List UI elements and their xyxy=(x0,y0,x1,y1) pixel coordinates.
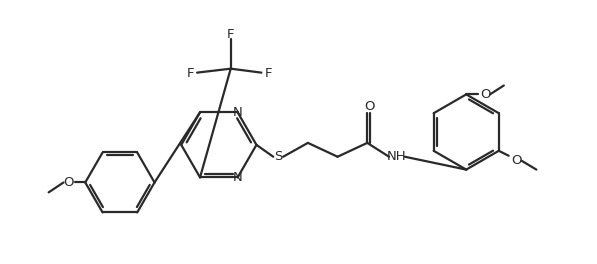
Text: O: O xyxy=(480,88,490,101)
Text: S: S xyxy=(274,150,282,163)
Text: N: N xyxy=(233,106,242,119)
Text: O: O xyxy=(63,176,73,189)
Text: F: F xyxy=(186,67,194,80)
Text: F: F xyxy=(227,27,235,41)
Text: O: O xyxy=(364,100,374,113)
Text: O: O xyxy=(512,154,522,167)
Text: F: F xyxy=(264,67,272,80)
Text: N: N xyxy=(233,171,242,184)
Text: NH: NH xyxy=(387,150,407,163)
